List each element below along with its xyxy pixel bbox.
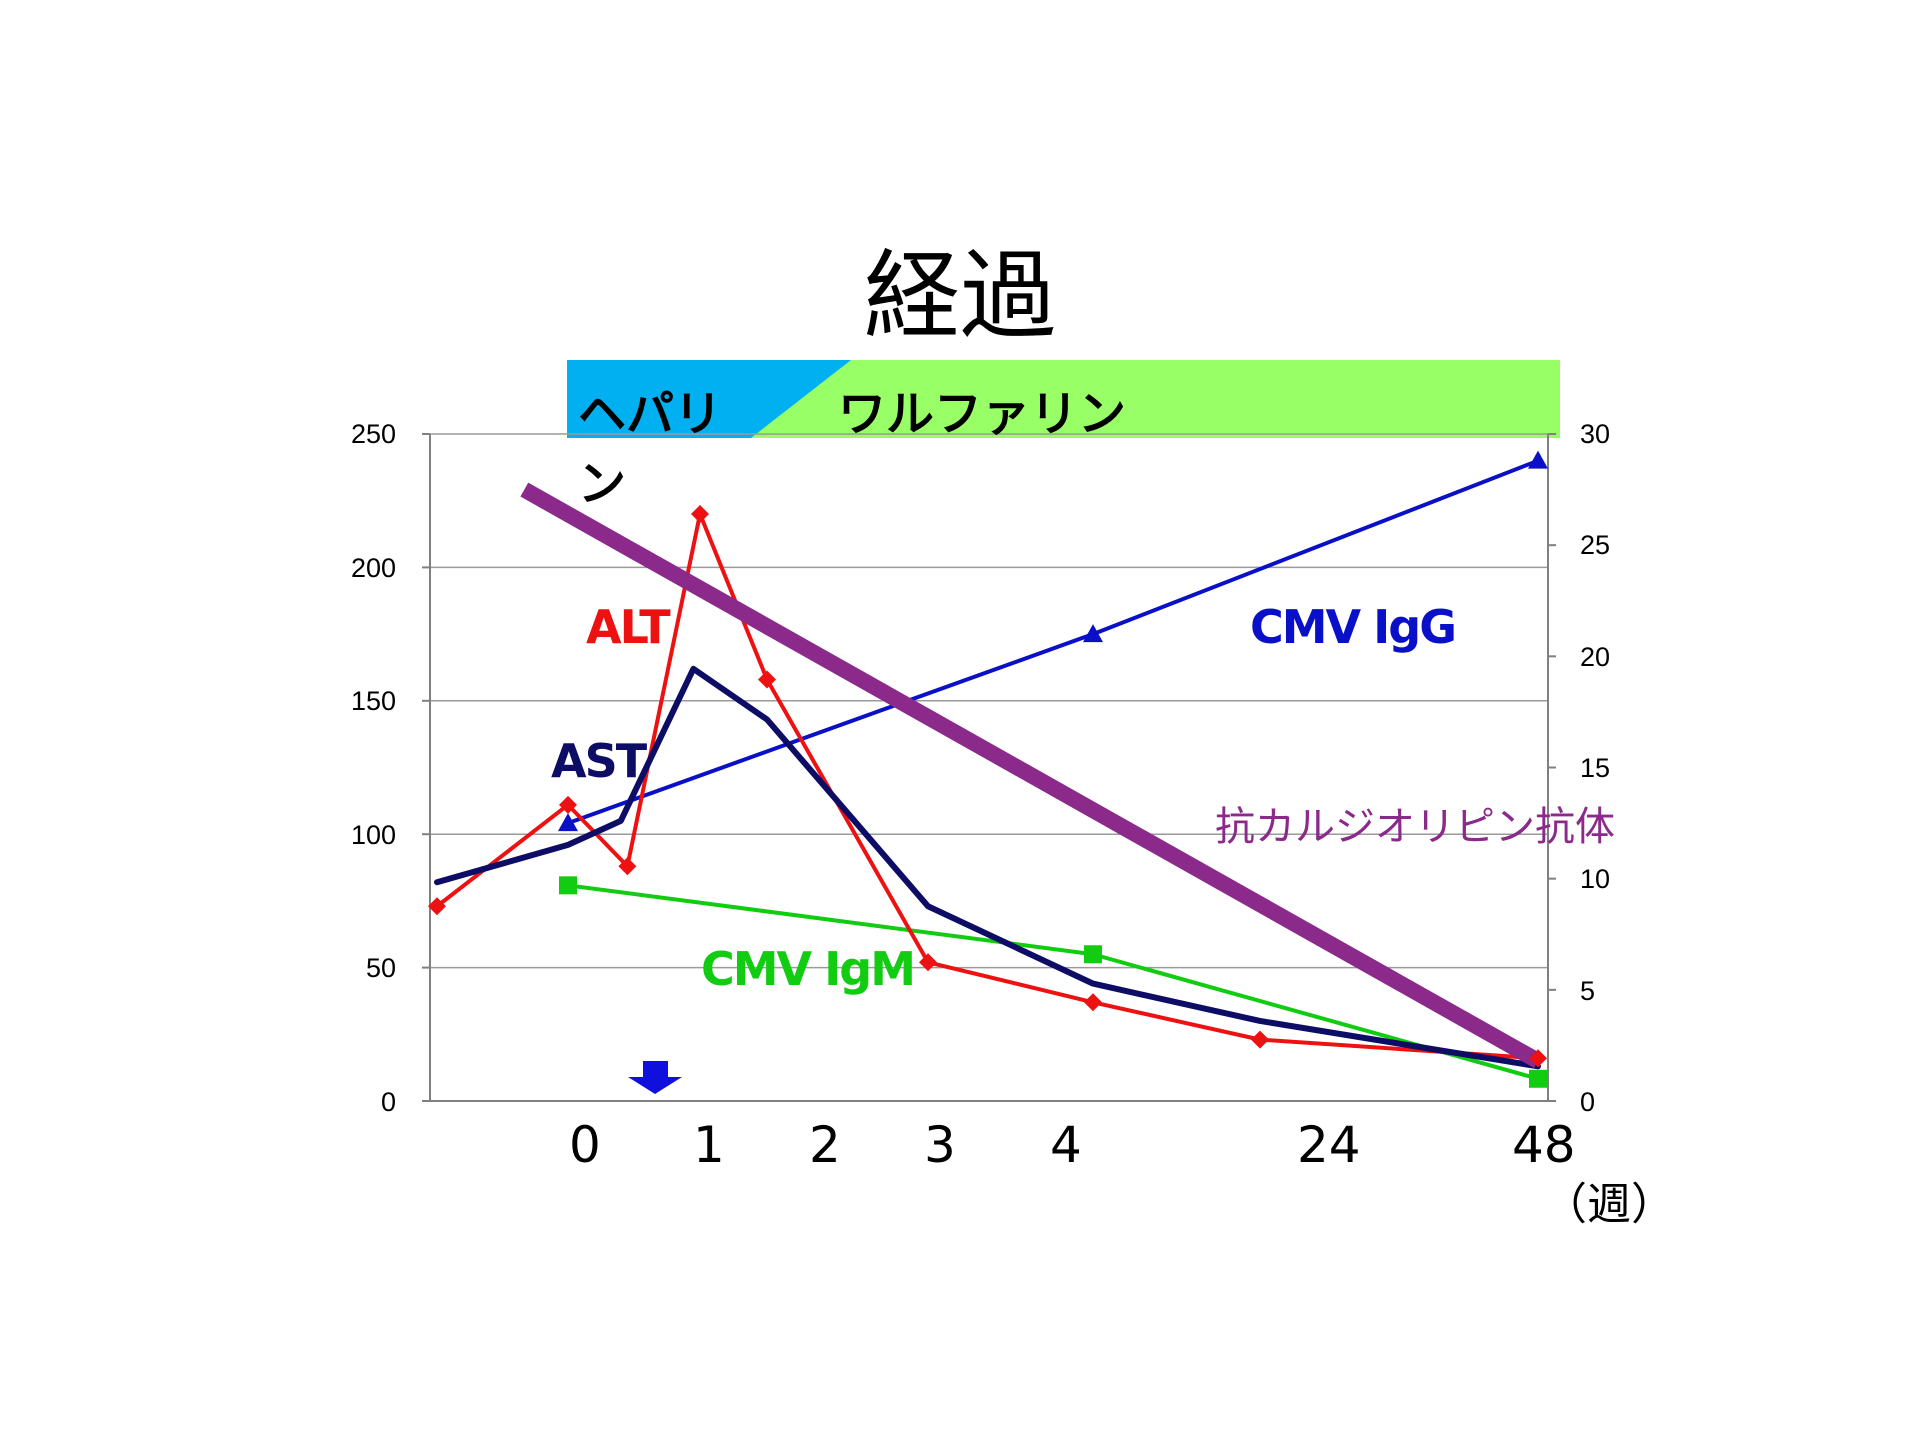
down-arrow-icon	[628, 1061, 682, 1094]
y-right-tick: 0	[1580, 1087, 1596, 1117]
data-point-cmv-igg	[1083, 624, 1103, 643]
data-point-alt	[1084, 993, 1102, 1012]
y-left-tick: 100	[350, 820, 396, 850]
y-left-tick: 150	[350, 686, 396, 716]
data-point-alt	[919, 953, 937, 972]
data-point-cmv-igm	[1529, 1069, 1547, 1088]
x-tick: 1	[693, 1116, 725, 1174]
heparin-label: ヘパリ	[578, 386, 723, 442]
grid	[430, 433, 1548, 969]
marker-layer	[428, 450, 1548, 1088]
data-point-alt	[758, 670, 776, 689]
heparin-label-continued: ン	[578, 456, 627, 512]
x-axis-unit: （週）	[1543, 1179, 1675, 1230]
data-point-alt	[691, 505, 709, 524]
data-point-cmv-igm	[1084, 945, 1102, 964]
x-tick: 4	[1050, 1116, 1082, 1174]
data-point-alt	[428, 897, 446, 916]
y-left-tick: 200	[350, 553, 396, 583]
start-event-arrow	[628, 1061, 682, 1094]
data-point-cmv-igg	[1528, 450, 1548, 469]
y-left-tick: 250	[350, 419, 396, 449]
data-point-alt	[618, 857, 637, 876]
y-right-tick: 20	[1580, 642, 1611, 672]
y-right-tick: 25	[1580, 530, 1611, 560]
x-tick: 3	[924, 1116, 956, 1174]
x-tick: 0	[569, 1116, 601, 1174]
data-point-cmv-igg	[558, 813, 578, 832]
data-point-alt	[1251, 1030, 1269, 1049]
y-right-tick: 5	[1580, 976, 1596, 1006]
y-right-tick: 15	[1580, 753, 1611, 783]
x-tick: 2	[809, 1116, 841, 1174]
series-label-ast: AST	[551, 734, 647, 788]
series-line-ast	[434, 665, 1541, 1070]
series-label-cmv-igm: CMV IgM	[701, 942, 916, 996]
heparin-bar	[567, 360, 851, 438]
y-left-tick: 50	[365, 953, 396, 983]
series-label-cmv-igg: CMV IgG	[1250, 600, 1457, 654]
y-right-tick: 30	[1580, 419, 1611, 449]
warfarin-label: ワルファリン	[838, 386, 1127, 442]
data-point-alt	[1529, 1049, 1547, 1068]
axes	[422, 433, 1556, 1102]
x-tick: 24	[1297, 1116, 1361, 1174]
data-point-alt	[559, 795, 577, 814]
x-tick: 48	[1512, 1116, 1576, 1174]
series-label-alt: ALT	[586, 600, 671, 654]
series-line-anticardiolipin	[520, 482, 1542, 1068]
y-right-tick: 10	[1580, 864, 1611, 894]
slide-title: 経過	[864, 240, 1056, 352]
y-left-tick: 0	[380, 1087, 396, 1117]
data-point-cmv-igm	[559, 876, 577, 895]
series-label-anticardiolipin: 抗カルジオリピン抗体	[1215, 804, 1615, 850]
treatment-bar	[567, 360, 1560, 438]
